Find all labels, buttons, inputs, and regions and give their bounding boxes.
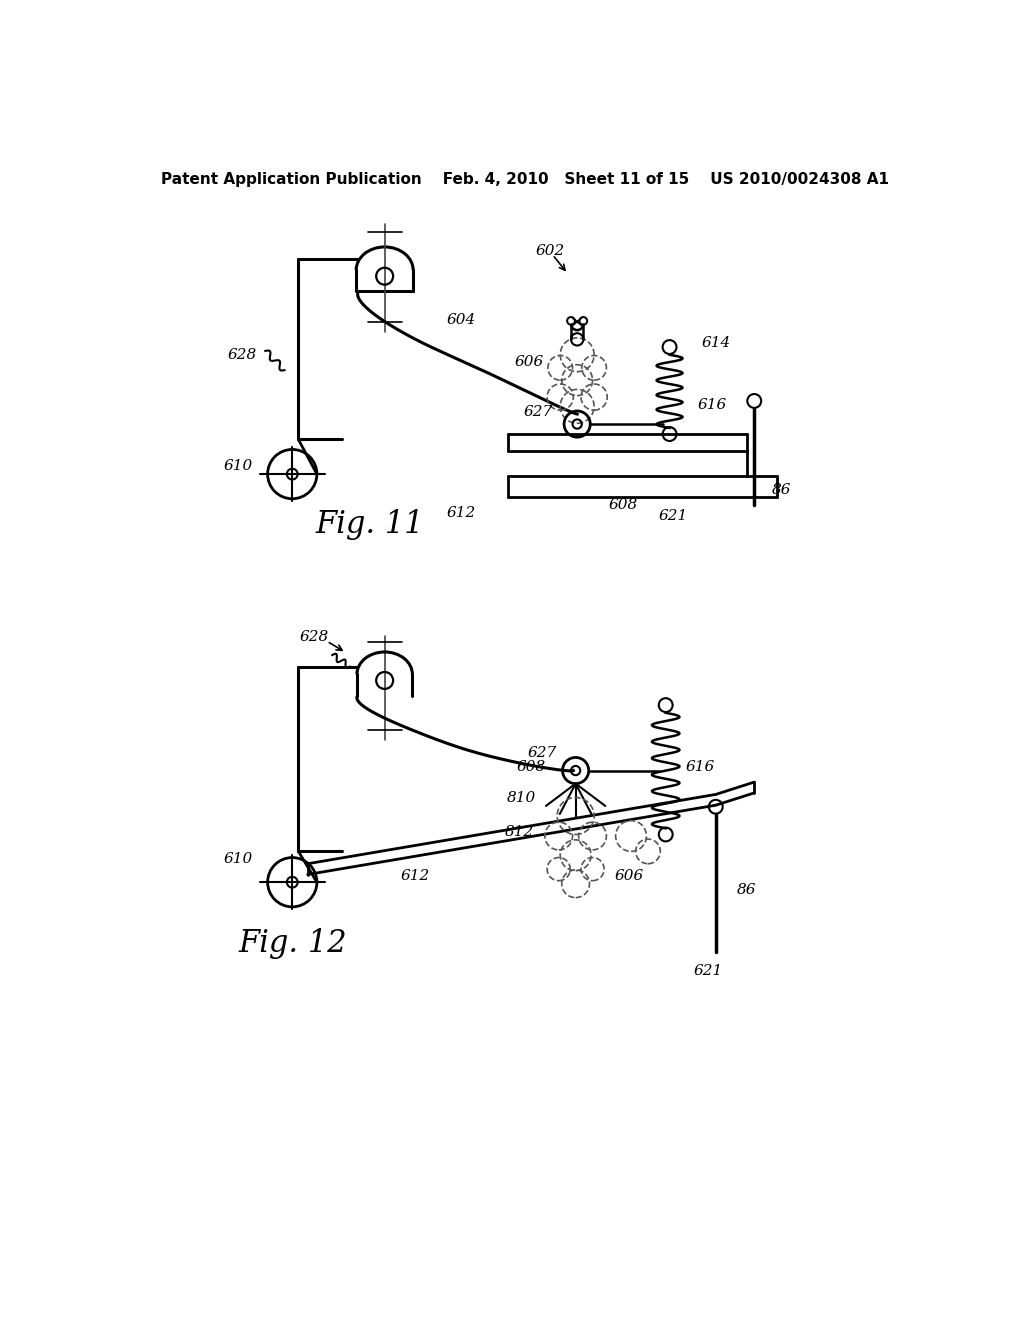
Text: 612: 612 [447,506,476,520]
Text: 610: 610 [223,853,253,866]
Text: 608: 608 [516,760,546,774]
Text: 616: 616 [697,397,727,412]
Text: 810: 810 [507,791,537,804]
Text: 612: 612 [400,869,430,883]
Text: 621: 621 [693,964,723,978]
Text: 602: 602 [536,244,565,257]
Text: 628: 628 [299,631,329,644]
Text: 616: 616 [686,760,715,774]
Text: 86: 86 [771,483,791,496]
Text: 610: 610 [223,459,253,474]
Text: 627: 627 [524,405,553,420]
Text: 606: 606 [614,869,644,883]
Text: 627: 627 [528,746,557,760]
Text: 812: 812 [505,825,535,840]
Text: Fig. 11: Fig. 11 [315,508,424,540]
Text: 606: 606 [515,355,544,370]
Text: 614: 614 [701,337,730,350]
Text: 608: 608 [608,498,638,512]
Text: 621: 621 [658,510,688,524]
Text: 604: 604 [447,313,476,327]
Text: 86: 86 [737,883,757,896]
Text: 628: 628 [227,347,257,362]
Text: Fig. 12: Fig. 12 [239,928,347,960]
Text: Patent Application Publication    Feb. 4, 2010   Sheet 11 of 15    US 2010/00243: Patent Application Publication Feb. 4, 2… [161,172,889,186]
